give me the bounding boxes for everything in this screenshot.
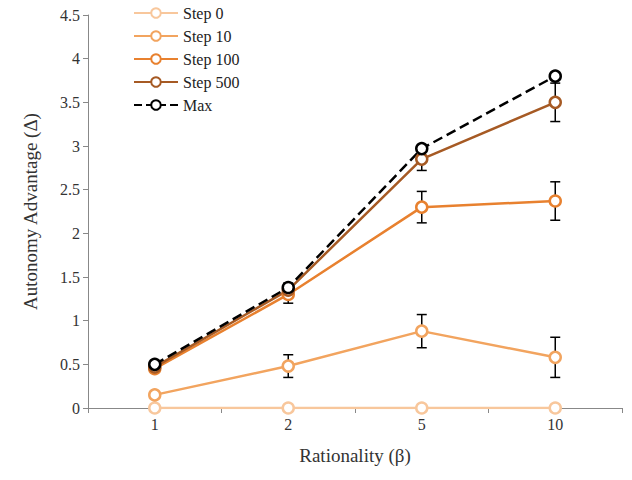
svg-text:Step 500: Step 500 bbox=[183, 74, 239, 92]
svg-text:4: 4 bbox=[72, 50, 80, 67]
svg-text:3.5: 3.5 bbox=[60, 94, 80, 111]
svg-text:Step 10: Step 10 bbox=[183, 28, 231, 46]
svg-text:Step 100: Step 100 bbox=[183, 51, 239, 69]
svg-text:0: 0 bbox=[72, 400, 80, 417]
svg-text:2: 2 bbox=[72, 225, 80, 242]
svg-text:1.5: 1.5 bbox=[60, 269, 80, 286]
svg-text:1: 1 bbox=[151, 416, 159, 433]
svg-text:10: 10 bbox=[547, 416, 563, 433]
svg-text:Step 0: Step 0 bbox=[183, 5, 223, 23]
svg-text:0.5: 0.5 bbox=[60, 356, 80, 373]
svg-text:Autonomy Advantage (Δ): Autonomy Advantage (Δ) bbox=[20, 113, 42, 310]
svg-text:Rationality (β): Rationality (β) bbox=[299, 445, 411, 467]
svg-text:1: 1 bbox=[72, 312, 80, 329]
svg-text:5: 5 bbox=[418, 416, 426, 433]
svg-text:Max: Max bbox=[183, 97, 212, 114]
svg-text:2: 2 bbox=[284, 416, 292, 433]
svg-text:3: 3 bbox=[72, 138, 80, 155]
svg-text:2.5: 2.5 bbox=[60, 181, 80, 198]
svg-text:4.5: 4.5 bbox=[60, 7, 80, 24]
